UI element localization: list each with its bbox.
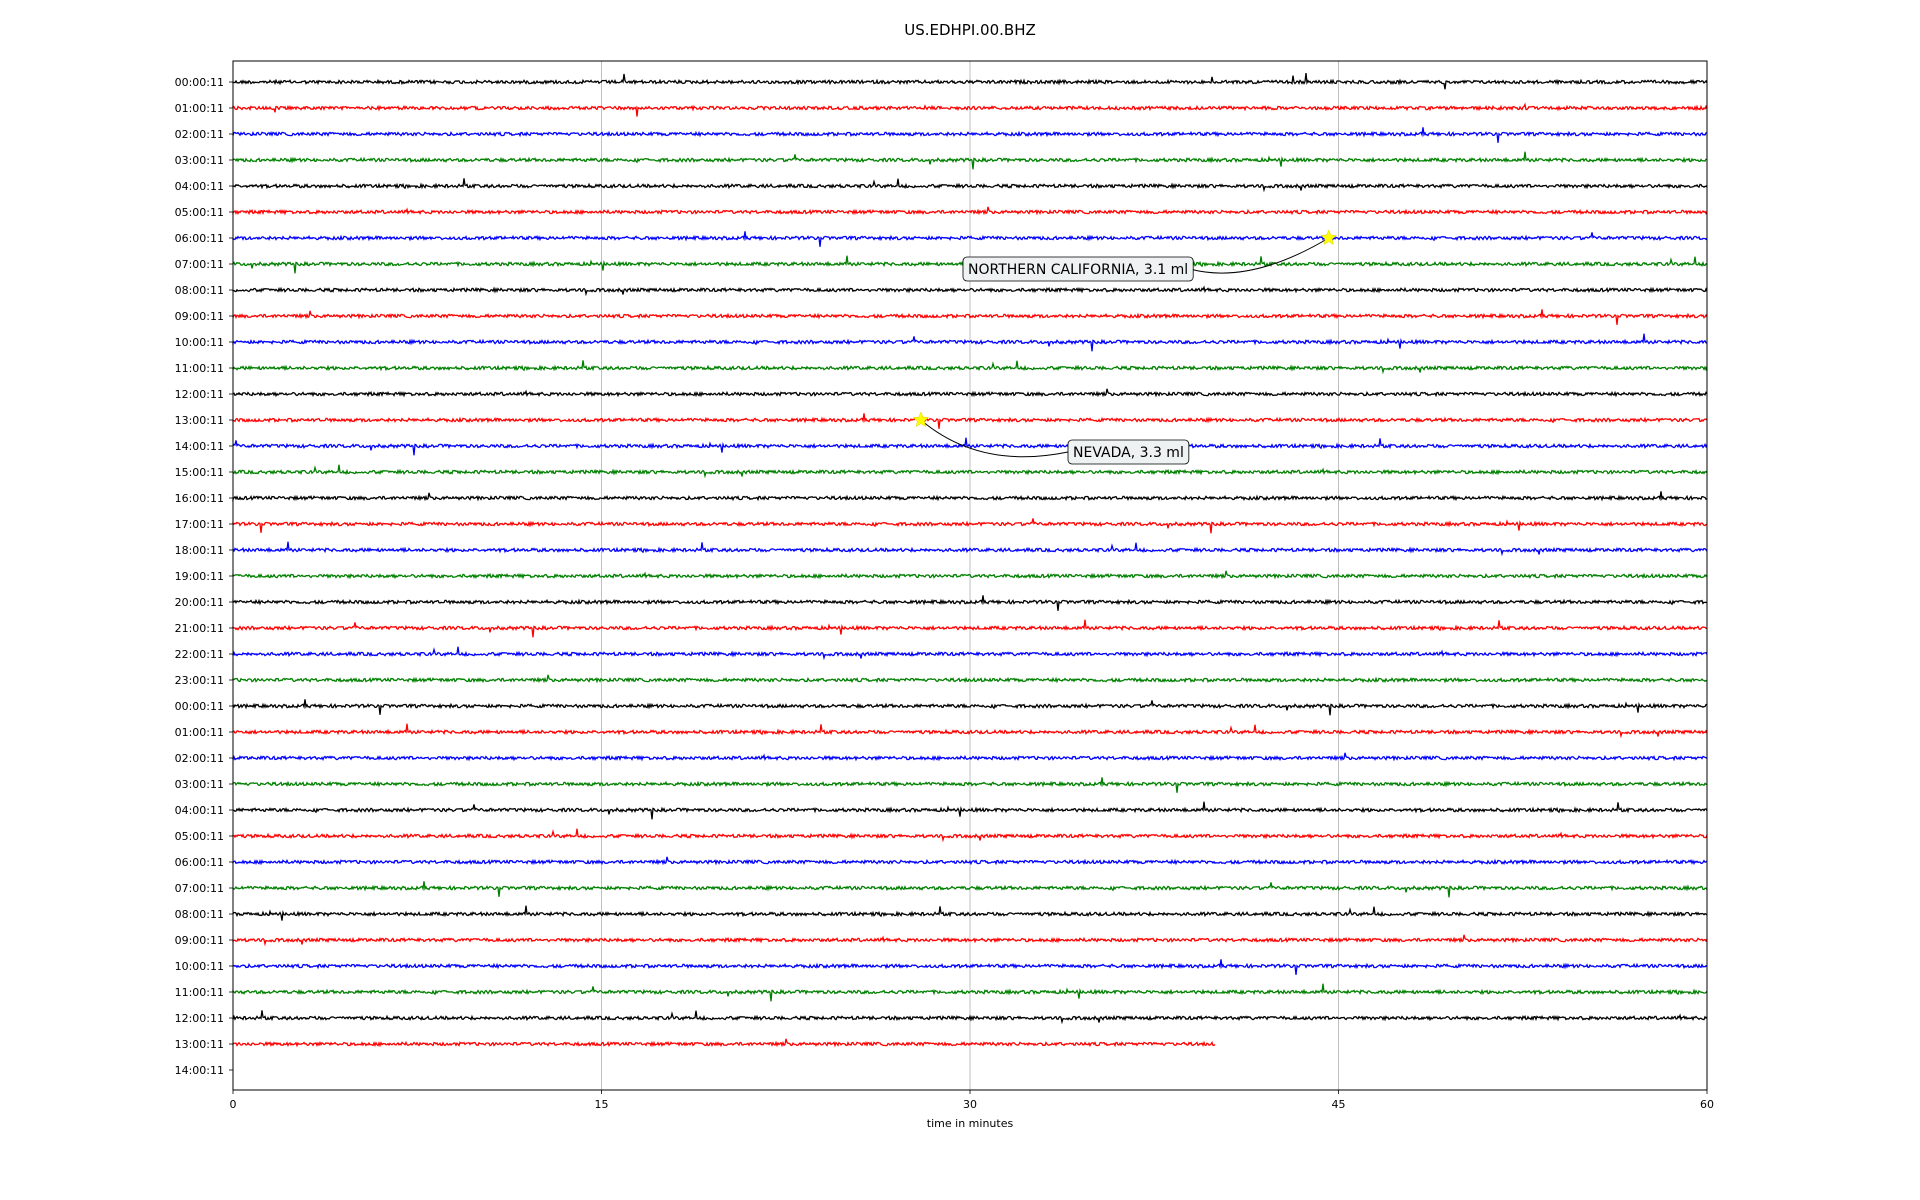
- trace-line: [232, 752, 1708, 762]
- y-tick-label: 06:00:11: [175, 232, 224, 245]
- y-tick-label: 09:00:11: [175, 310, 224, 323]
- trace-line: [232, 178, 1708, 193]
- x-tick-label: 15: [595, 1098, 609, 1111]
- y-tick-label: 00:00:11: [175, 76, 224, 89]
- x-tick-label: 60: [1700, 1098, 1714, 1111]
- y-tick-label: 05:00:11: [175, 206, 224, 219]
- trace-line: [232, 127, 1708, 143]
- trace-line: [232, 333, 1708, 352]
- trace-line: [232, 881, 1708, 898]
- chart-title: US.EDHPI.00.BHZ: [904, 21, 1036, 39]
- event-label: NEVADA, 3.3 ml: [1073, 445, 1184, 461]
- y-tick-label: 01:00:11: [175, 102, 224, 115]
- y-tick-label: 11:00:11: [175, 986, 224, 999]
- y-tick-label: 01:00:11: [175, 726, 224, 739]
- trace-line: [232, 413, 1708, 429]
- trace-line: [232, 541, 1708, 557]
- trace-line: [232, 1010, 1708, 1025]
- plot-frame: [232, 60, 1708, 1091]
- trace-line: [232, 464, 1708, 479]
- trace-line: [232, 388, 1708, 398]
- trace-line: [232, 309, 1708, 325]
- trace-line: [232, 828, 1708, 843]
- y-tick-label: 14:00:11: [175, 440, 224, 453]
- trace-line: [232, 231, 1708, 247]
- trace-line: [232, 674, 1708, 684]
- trace-line: [232, 856, 1708, 866]
- trace-line: [232, 518, 1708, 534]
- y-tick-label: 13:00:11: [175, 1038, 224, 1051]
- y-tick-label: 09:00:11: [175, 934, 224, 947]
- trace-line: [232, 1038, 1216, 1048]
- trace-line: [232, 73, 1708, 90]
- y-tick-label: 20:00:11: [175, 596, 224, 609]
- trace-line: [232, 102, 1708, 117]
- trace-line: [232, 151, 1708, 170]
- trace-line: [232, 285, 1708, 297]
- y-tick-labels: 00:00:11 01:00:11 02:00:11 03:00:11 04:00:11…: [175, 76, 233, 1077]
- y-tick-label: 12:00:11: [175, 1012, 224, 1025]
- event-label: NORTHERN CALIFORNIA, 3.1 ml: [968, 262, 1188, 278]
- y-tick-label: 18:00:11: [175, 544, 224, 557]
- y-tick-label: 13:00:11: [175, 414, 224, 427]
- y-tick-label: 03:00:11: [175, 154, 224, 167]
- y-tick-label: 19:00:11: [175, 570, 224, 583]
- y-tick-label: 04:00:11: [175, 804, 224, 817]
- trace-line: [232, 983, 1708, 1002]
- y-tick-label: 15:00:11: [175, 466, 224, 479]
- y-tick-label: 02:00:11: [175, 752, 224, 765]
- y-tick-label: 07:00:11: [175, 258, 224, 271]
- y-tick-label: 07:00:11: [175, 882, 224, 895]
- trace-group: [232, 73, 1708, 1048]
- y-tick-label: 11:00:11: [175, 362, 224, 375]
- y-tick-label: 21:00:11: [175, 622, 224, 635]
- y-tick-label: 02:00:11: [175, 128, 224, 141]
- trace-line: [232, 801, 1708, 820]
- trace-line: [232, 437, 1708, 456]
- x-tick-labels: 0 15 30 45 60: [230, 1090, 1714, 1111]
- y-tick-label: 00:00:11: [175, 700, 224, 713]
- trace-line: [232, 360, 1708, 375]
- event-annotations: NORTHERN CALIFORNIA, 3.1 ml NEVADA, 3.3 m…: [912, 229, 1337, 465]
- y-tick-label: 17:00:11: [175, 518, 224, 531]
- x-tick-label: 0: [230, 1098, 237, 1111]
- x-tick-label: 30: [963, 1098, 977, 1111]
- trace-line: [232, 619, 1707, 638]
- y-tick-label: 10:00:11: [175, 960, 224, 973]
- y-tick-label: 22:00:11: [175, 648, 224, 661]
- trace-line: [232, 570, 1708, 580]
- annotation-arrow: [1189, 237, 1329, 274]
- y-tick-label: 05:00:11: [175, 830, 224, 843]
- y-tick-label: 23:00:11: [175, 674, 224, 687]
- y-tick-label: 03:00:11: [175, 778, 224, 791]
- trace-line: [232, 959, 1708, 975]
- trace-line: [232, 491, 1708, 503]
- y-tick-label: 06:00:11: [175, 856, 224, 869]
- y-tick-label: 16:00:11: [175, 492, 224, 505]
- event-star-icon: [912, 411, 930, 428]
- trace-line: [232, 723, 1708, 739]
- event-label-box: [962, 256, 1194, 282]
- trace-line: [232, 905, 1708, 921]
- y-tick-label: 08:00:11: [175, 908, 224, 921]
- annotation-arrow: [920, 419, 1069, 458]
- y-tick-label: 04:00:11: [175, 180, 224, 193]
- y-tick-label: 12:00:11: [175, 388, 224, 401]
- y-tick-label: 10:00:11: [175, 336, 224, 349]
- trace-line: [232, 206, 1708, 216]
- trace-line: [232, 646, 1708, 661]
- x-axis-label: time in minutes: [927, 1117, 1014, 1130]
- y-tick-label: 08:00:11: [175, 284, 224, 297]
- x-tick-label: 45: [1332, 1098, 1346, 1111]
- event-label-box: [1067, 439, 1190, 465]
- trace-line: [232, 595, 1708, 611]
- trace-line: [232, 777, 1708, 793]
- y-tick-label: 14:00:11: [175, 1064, 224, 1077]
- trace-line: [232, 699, 1708, 716]
- trace-line: [232, 934, 1708, 947]
- event-star-icon: [1320, 229, 1337, 246]
